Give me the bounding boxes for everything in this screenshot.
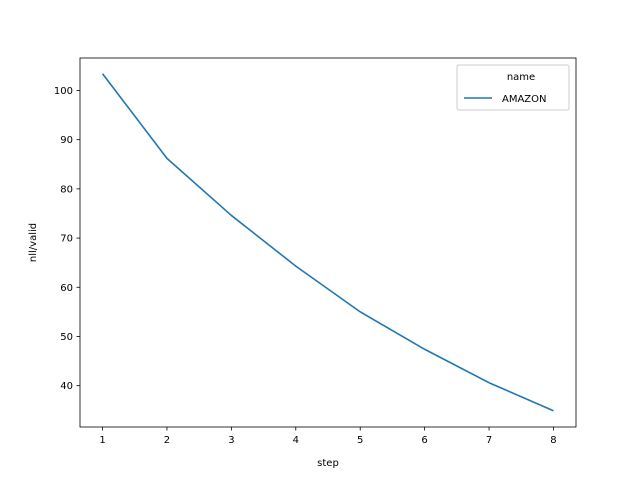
y-tick-label: 70 [60, 234, 73, 245]
y-tick-label: 80 [60, 184, 73, 195]
plot-area [101, 73, 554, 412]
x-tick-label: 2 [164, 435, 170, 446]
axes-frame [79, 57, 577, 428]
x-tick-label: 7 [486, 435, 492, 446]
y-tick-label: 50 [60, 332, 73, 343]
legend-title: name [507, 72, 535, 83]
x-tick-label: 6 [421, 435, 427, 446]
y-axis-label: nll/valid [28, 223, 39, 262]
x-tick-label: 5 [357, 435, 363, 446]
y-tick-label: 90 [60, 135, 73, 146]
legend: name AMAZON [456, 64, 570, 111]
x-axis-label: step [317, 458, 339, 469]
x-tick-label: 8 [550, 435, 556, 446]
series-line-amazon [101, 73, 554, 412]
x-tick-label: 4 [293, 435, 299, 446]
x-tick-label: 3 [228, 435, 234, 446]
y-tick-label: 100 [54, 86, 73, 97]
x-tick-label: 1 [99, 435, 105, 446]
legend-entry-amazon: AMAZON [502, 94, 547, 105]
axis-ticks: 1 2 3 4 5 6 7 8 40 50 60 70 80 90 100 [54, 86, 557, 446]
y-tick-label: 60 [60, 283, 73, 294]
y-tick-label: 40 [60, 381, 73, 392]
